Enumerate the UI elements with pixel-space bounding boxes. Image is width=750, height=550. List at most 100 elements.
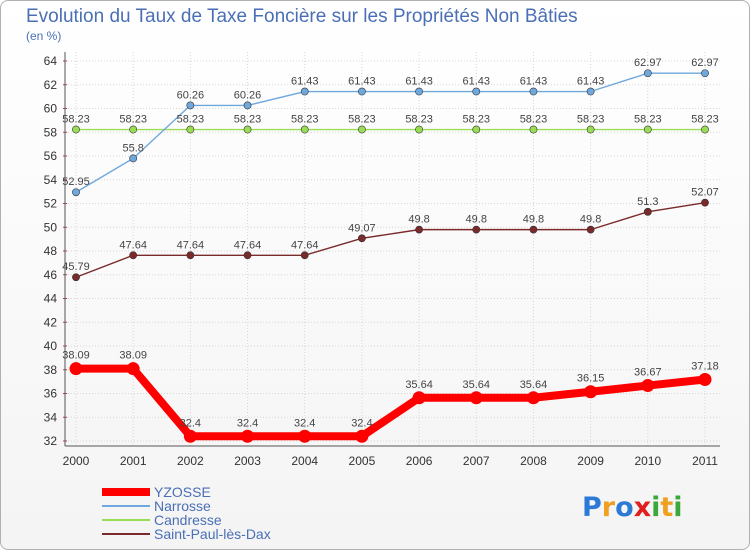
x-tick-label: 2007 bbox=[463, 454, 490, 468]
data-label-narrosse: 52.95 bbox=[62, 176, 90, 188]
data-label-narrosse: 61.43 bbox=[463, 76, 491, 88]
series-line-narrosse bbox=[75, 72, 706, 193]
x-tick-label: 2004 bbox=[291, 454, 318, 468]
legend-label-narrosse: Narrosse bbox=[154, 498, 211, 514]
x-tick-label: 2008 bbox=[520, 454, 547, 468]
data-point-candresse bbox=[358, 125, 366, 134]
data-point-narrosse bbox=[586, 87, 595, 96]
data-label-saint-paul-l-s-dax: 49.8 bbox=[523, 214, 544, 226]
data-point-yzosse bbox=[355, 429, 369, 443]
data-point-narrosse bbox=[186, 101, 195, 110]
chart-title: Evolution du Taux de Taxe Foncière sur l… bbox=[26, 6, 578, 27]
data-label-yzosse: 38.09 bbox=[119, 350, 147, 362]
data-label-yzosse: 32.4 bbox=[351, 417, 372, 429]
data-label-yzosse: 38.09 bbox=[62, 350, 90, 362]
y-tick-label: 58 bbox=[44, 125, 58, 139]
data-label-candresse: 58.23 bbox=[520, 114, 548, 126]
x-tick-label: 2001 bbox=[120, 454, 147, 468]
data-label-narrosse: 61.43 bbox=[405, 76, 433, 88]
data-label-yzosse: 32.4 bbox=[237, 417, 258, 429]
logo-letter: t bbox=[660, 492, 673, 523]
axes: 32 34 36 38 40 42 44 46 48 50 52 54 56 58 60 62 64 2000 20… bbox=[44, 52, 720, 468]
data-point-candresse bbox=[300, 125, 309, 134]
y-tick-label: 32 bbox=[44, 434, 58, 448]
data-point-narrosse bbox=[358, 87, 366, 96]
data-label-saint-paul-l-s-dax: 47.64 bbox=[177, 239, 205, 251]
x-tick-label: 2009 bbox=[577, 454, 604, 468]
data-point-saint-paul-l-s-dax bbox=[129, 251, 138, 260]
grid bbox=[65, 52, 720, 446]
data-label-yzosse: 36.15 bbox=[577, 373, 605, 385]
logo-letter: P bbox=[582, 492, 602, 523]
data-label-yzosse: 35.64 bbox=[520, 379, 548, 391]
data-point-narrosse bbox=[415, 87, 423, 96]
data-label-narrosse: 61.43 bbox=[577, 76, 605, 88]
data-point-yzosse bbox=[698, 372, 712, 386]
data-label-candresse: 58.23 bbox=[119, 114, 147, 126]
data-label-candresse: 58.23 bbox=[348, 114, 376, 126]
data-point-candresse bbox=[129, 125, 138, 134]
data-label-candresse: 58.23 bbox=[691, 114, 719, 126]
data-label-narrosse: 60.26 bbox=[234, 89, 262, 101]
y-tick-label: 48 bbox=[44, 244, 58, 258]
data-label-saint-paul-l-s-dax: 47.64 bbox=[234, 239, 262, 251]
data-label-narrosse: 60.26 bbox=[177, 89, 205, 101]
y-tick-label: 38 bbox=[44, 363, 58, 377]
chart-subtitle: (en %) bbox=[26, 29, 61, 43]
data-point-saint-paul-l-s-dax bbox=[243, 251, 252, 260]
data-label-yzosse: 35.64 bbox=[463, 379, 491, 391]
data-point-yzosse bbox=[298, 429, 312, 443]
data-point-saint-paul-l-s-dax bbox=[586, 225, 595, 234]
data-point-yzosse bbox=[469, 391, 483, 405]
data-point-candresse bbox=[72, 125, 80, 134]
data-point-saint-paul-l-s-dax bbox=[415, 225, 423, 234]
data-point-saint-paul-l-s-dax bbox=[701, 198, 709, 207]
data-label-candresse: 58.23 bbox=[177, 114, 205, 126]
series bbox=[69, 69, 712, 443]
data-point-yzosse bbox=[69, 362, 83, 376]
y-tick-label: 52 bbox=[44, 197, 58, 211]
x-tick-label: 2003 bbox=[234, 454, 261, 468]
data-point-candresse bbox=[701, 125, 709, 134]
y-tick-label: 54 bbox=[44, 173, 58, 187]
data-point-saint-paul-l-s-dax bbox=[472, 225, 481, 234]
x-tick-label: 2010 bbox=[634, 454, 661, 468]
data-point-yzosse bbox=[641, 379, 655, 393]
y-tick-label: 56 bbox=[44, 149, 58, 163]
data-point-candresse bbox=[243, 125, 252, 134]
data-point-yzosse bbox=[183, 429, 197, 443]
data-point-narrosse bbox=[72, 188, 80, 197]
data-label-narrosse: 61.43 bbox=[520, 76, 548, 88]
y-tick-label: 62 bbox=[44, 78, 58, 92]
x-tick-label: 2000 bbox=[63, 454, 90, 468]
data-point-yzosse bbox=[412, 391, 426, 405]
data-label-saint-paul-l-s-dax: 49.8 bbox=[408, 214, 429, 226]
data-label-yzosse: 37.18 bbox=[691, 360, 719, 372]
x-tick-label: 2011 bbox=[692, 454, 718, 468]
y-tick-label: 34 bbox=[44, 410, 58, 424]
data-point-narrosse bbox=[701, 69, 709, 78]
y-tick-label: 42 bbox=[44, 315, 58, 329]
data-point-candresse bbox=[472, 125, 481, 134]
logo-letter: i bbox=[673, 492, 682, 523]
data-label-narrosse: 55.8 bbox=[122, 142, 143, 154]
data-label-saint-paul-l-s-dax: 49.07 bbox=[348, 222, 376, 234]
data-label-yzosse: 35.64 bbox=[405, 379, 433, 391]
data-labels: 58.23 58.23 58.23 58.23 58.23 58.23 58.23 58.23… bbox=[62, 57, 719, 429]
x-tick-label: 2002 bbox=[177, 454, 204, 468]
data-label-narrosse: 62.97 bbox=[634, 57, 662, 69]
data-label-saint-paul-l-s-dax: 49.8 bbox=[580, 214, 601, 226]
data-point-narrosse bbox=[472, 87, 481, 96]
data-label-yzosse: 36.67 bbox=[634, 367, 662, 379]
y-tick-label: 50 bbox=[44, 220, 58, 234]
y-tick-label: 44 bbox=[44, 292, 58, 306]
y-tick-label: 36 bbox=[44, 387, 58, 401]
legend-label-saint-paul-l-s-dax: Saint-Paul-lès-Dax bbox=[154, 526, 271, 542]
legend-label-yzosse: YZOSSE bbox=[154, 484, 211, 500]
data-point-saint-paul-l-s-dax bbox=[300, 251, 309, 260]
y-tick-label: 64 bbox=[44, 54, 58, 68]
data-label-candresse: 58.23 bbox=[62, 114, 90, 126]
y-tick-label: 46 bbox=[44, 268, 58, 282]
data-label-yzosse: 32.4 bbox=[180, 417, 201, 429]
